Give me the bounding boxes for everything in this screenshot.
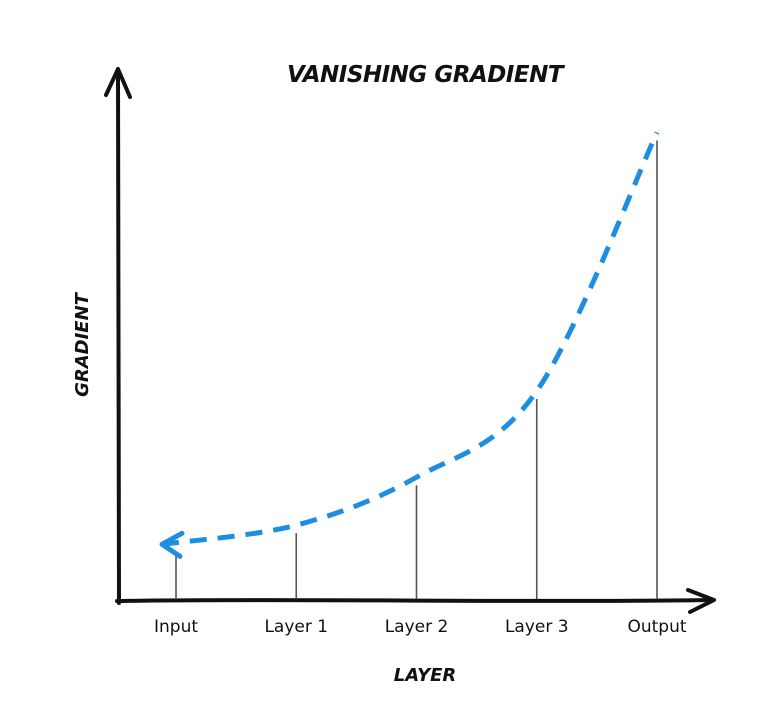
layer-stems <box>175 140 658 599</box>
axes <box>104 67 716 614</box>
y-axis-label: GRADIENT <box>72 291 93 397</box>
curve-arrowhead <box>159 530 185 559</box>
x-axis-line <box>115 598 715 603</box>
x-tick-labels: Input Layer 1 Layer 2 Layer 3 Output <box>154 617 687 637</box>
gradient-curve <box>159 131 660 559</box>
gradient-dashed-line <box>161 131 660 547</box>
tick-label-layer-1: Layer 1 <box>264 617 328 637</box>
chart-title: VANISHING GRADIENT <box>287 62 566 88</box>
tick-label-layer-3: Layer 3 <box>505 617 569 637</box>
y-axis-arrowhead <box>104 67 132 99</box>
tick-label-input: Input <box>154 617 198 637</box>
x-axis-label: LAYER <box>394 665 457 686</box>
tick-label-layer-2: Layer 2 <box>385 617 449 637</box>
y-axis-line <box>116 70 121 605</box>
tick-label-output: Output <box>627 617 686 637</box>
x-axis-arrowhead <box>686 588 716 614</box>
